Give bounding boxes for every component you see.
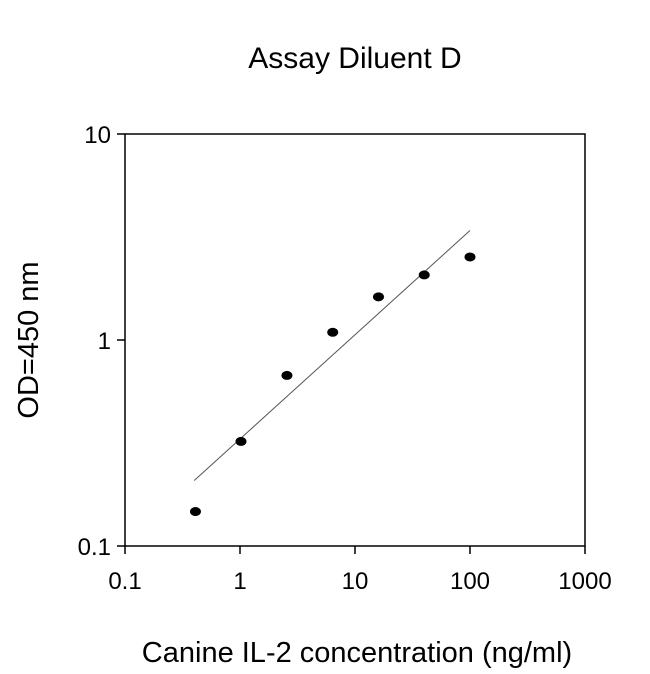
x-tick-label: 1	[233, 568, 246, 595]
x-axis-label: Canine IL-2 concentration (ng/ml)	[142, 637, 572, 669]
data-point	[189, 507, 201, 517]
data-point	[464, 252, 476, 262]
plot-frame	[124, 133, 586, 547]
y-tick-label: 10	[84, 122, 111, 149]
data-point	[327, 327, 339, 337]
x-tick-label: 100	[450, 568, 490, 595]
y-tick-label: 1	[98, 328, 111, 355]
data-point	[235, 436, 247, 446]
fit-line	[193, 230, 471, 481]
x-tick-label: 1000	[558, 568, 611, 595]
data-point	[281, 370, 293, 380]
chart-title: Assay Diluent D	[248, 42, 461, 75]
fit-line-layer	[193, 230, 471, 481]
data-points	[189, 252, 476, 517]
y-tick-label: 0.1	[78, 534, 111, 561]
data-point	[372, 292, 384, 302]
data-point	[418, 270, 430, 280]
x-tick-label: 10	[342, 568, 369, 595]
x-tick-label: 0.1	[108, 568, 141, 595]
y-axis-label: OD=450 nm	[13, 261, 45, 418]
y-axis-ticks: 0.1 1 10	[78, 122, 125, 561]
x-axis-ticks: 0.1 1 10 100 1000	[108, 546, 612, 595]
